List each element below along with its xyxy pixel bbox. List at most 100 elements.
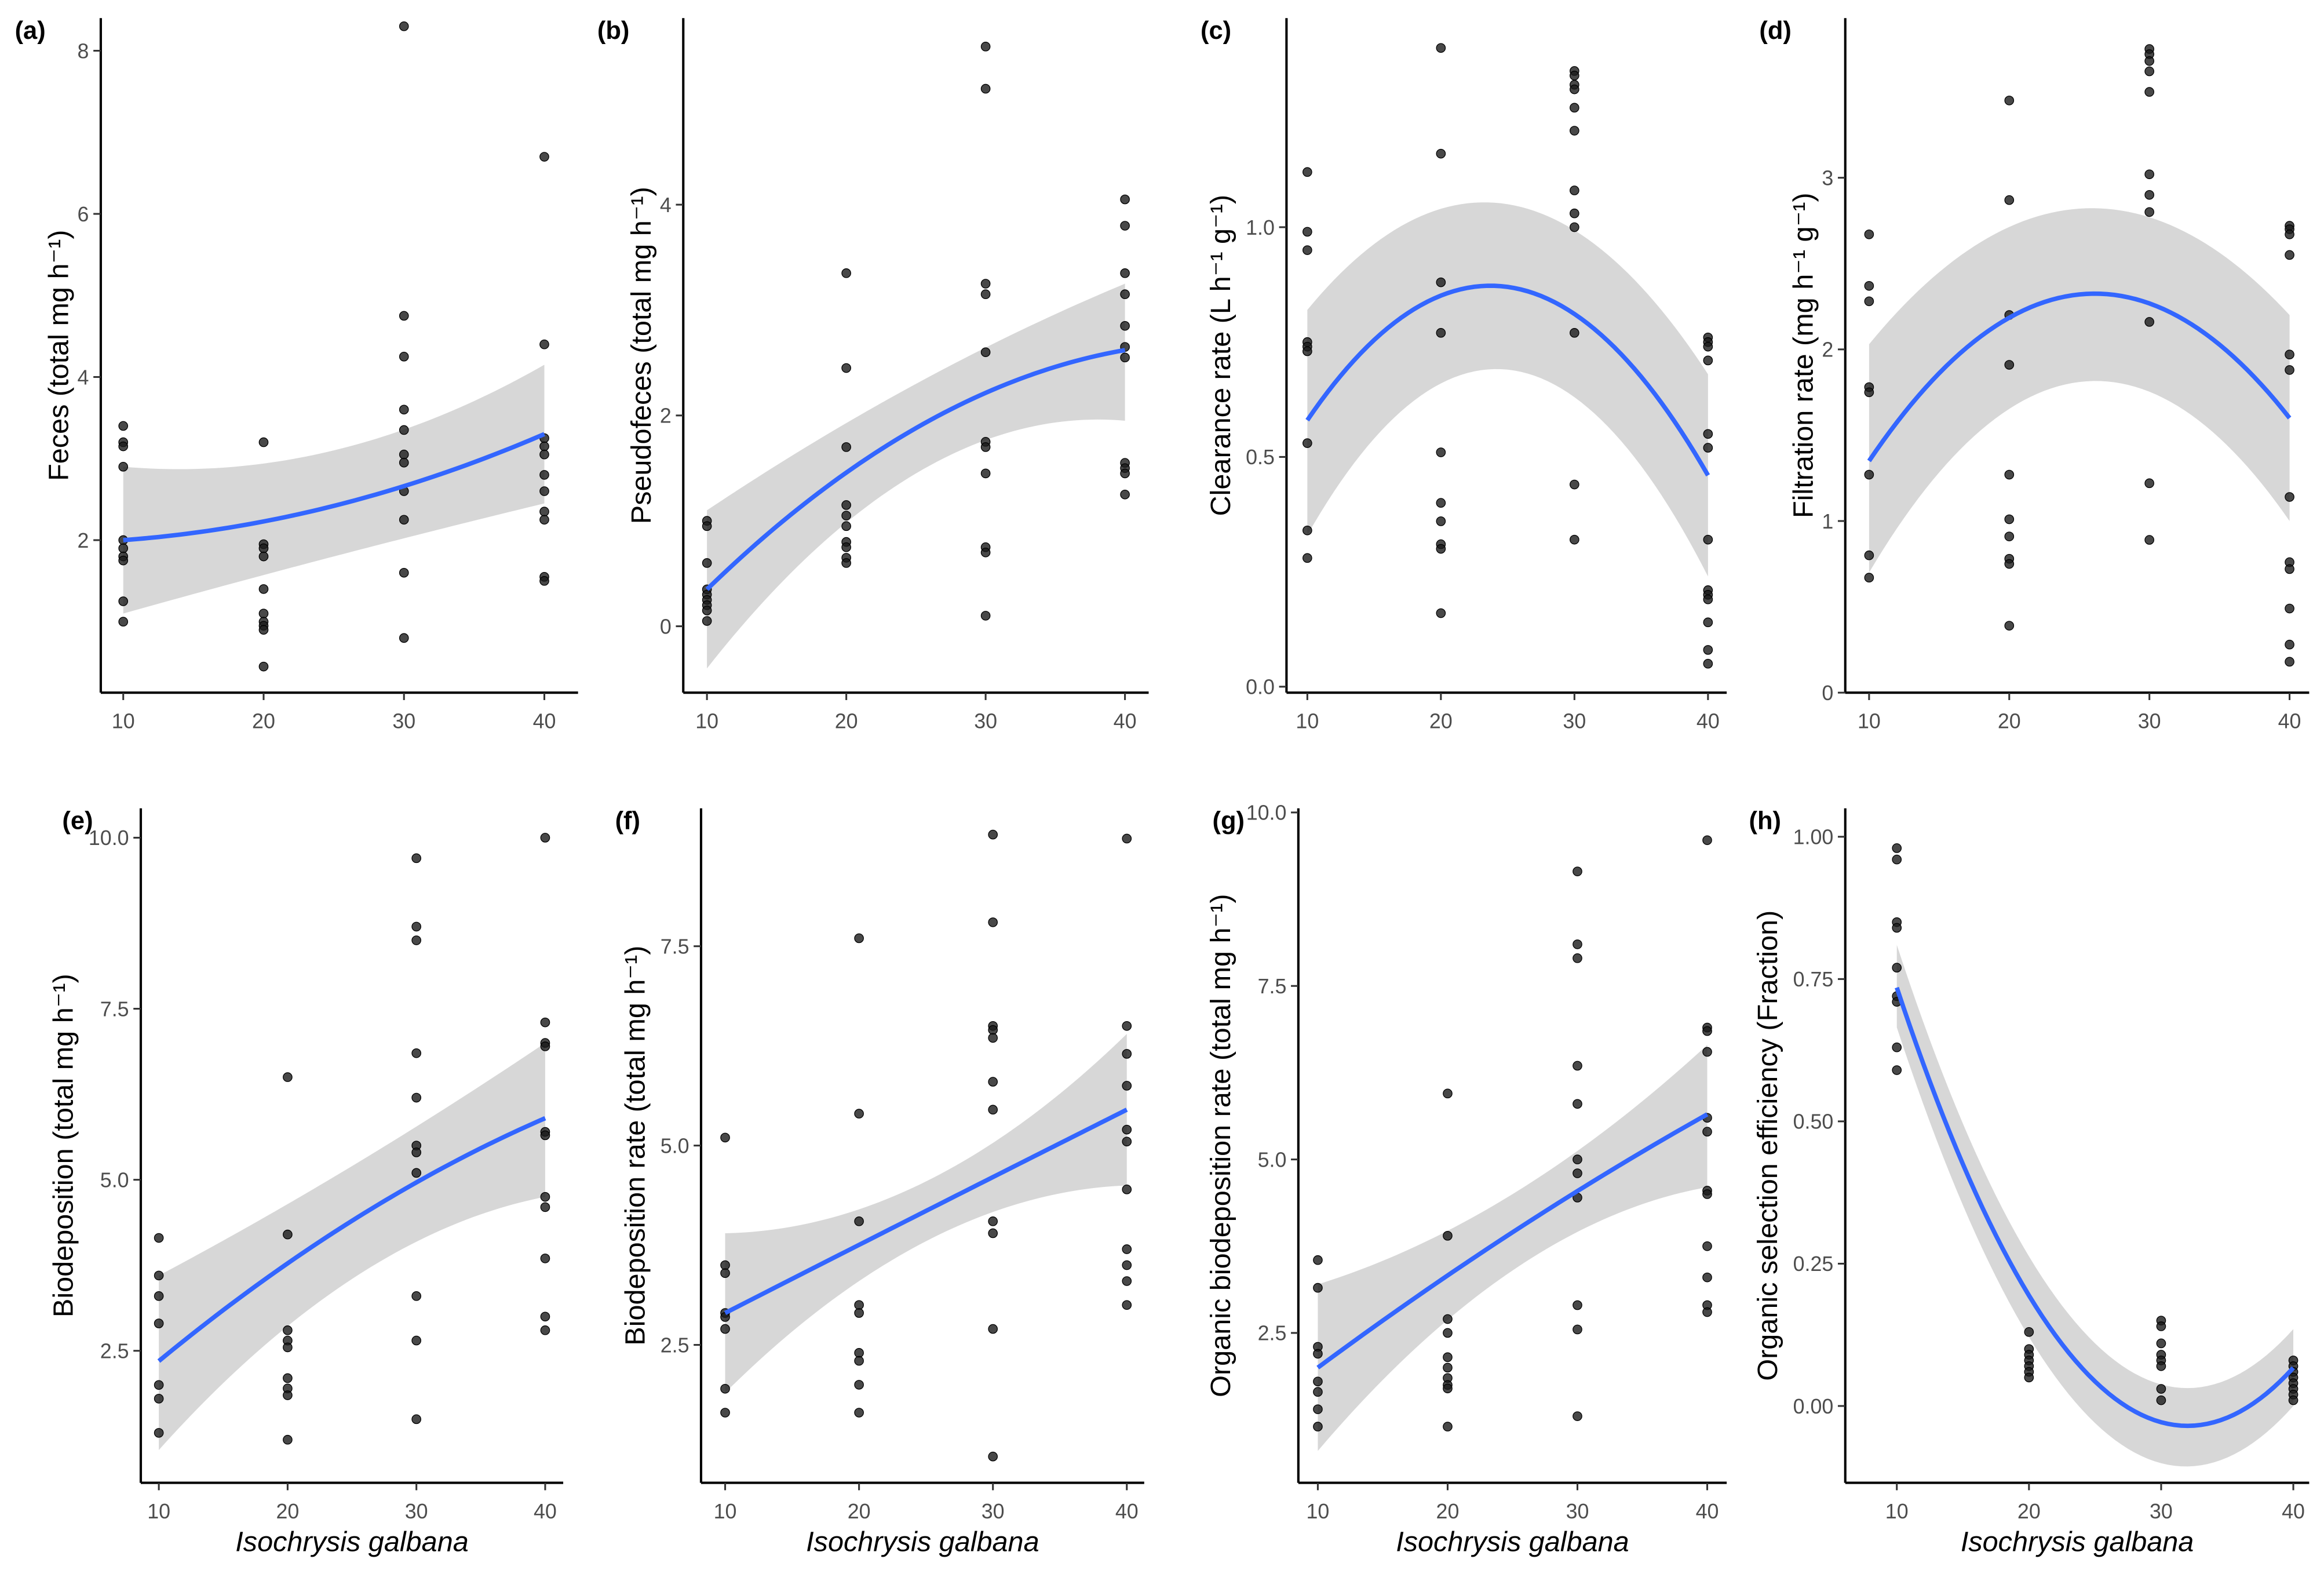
y-tick-label: 4 <box>660 194 672 217</box>
y-tick-label: 0.25 <box>1793 1252 1834 1276</box>
data-point <box>1313 1255 1323 1265</box>
confidence-ribbon <box>1869 208 2290 573</box>
x-tick-label: 30 <box>1566 1500 1589 1523</box>
x-tick-label: 10 <box>112 710 135 733</box>
panel-f: 10 20 30 40 2.5 5.0 7.5 Biodeposition rate (tot… <box>615 807 1144 1557</box>
confidence-ribbon <box>707 283 1125 669</box>
data-point <box>2144 317 2154 327</box>
confidence-ribbon <box>159 1043 545 1450</box>
data-point <box>1570 222 1579 232</box>
data-point <box>258 584 269 594</box>
data-point <box>854 1300 864 1310</box>
data-point <box>1122 1021 1132 1031</box>
data-point <box>1303 346 1312 356</box>
x-tick-label: 10 <box>714 1500 737 1523</box>
data-point <box>118 617 129 627</box>
data-point <box>1573 866 1582 876</box>
data-point <box>2144 66 2154 76</box>
x-axis-label: Isochrysis galbana <box>1961 1526 2194 1557</box>
y-tick-label: 2 <box>1822 338 1833 362</box>
data-point <box>1570 208 1579 218</box>
x-tick-label: 40 <box>533 710 556 733</box>
data-point <box>720 1132 730 1143</box>
data-point <box>1570 479 1579 490</box>
data-point <box>283 1342 293 1353</box>
data-point <box>1443 1363 1453 1373</box>
data-point <box>988 917 998 927</box>
data-point <box>399 567 409 578</box>
data-point <box>1120 268 1130 278</box>
data-point <box>841 363 851 373</box>
data-point <box>399 457 409 468</box>
data-point <box>411 1092 421 1103</box>
data-point <box>118 421 129 431</box>
data-point <box>702 558 712 568</box>
data-point <box>1702 1189 1712 1199</box>
data-point <box>854 1308 864 1318</box>
data-point <box>283 1390 293 1400</box>
x-tick-label: 40 <box>1697 710 1720 733</box>
data-point <box>1570 126 1579 136</box>
data-point <box>1573 1168 1582 1178</box>
x-tick-label: 20 <box>252 710 275 733</box>
x-tick-label: 30 <box>2138 710 2161 733</box>
panel-h: 10 20 30 40 0.00 0.25 0.50 0.75 1.00 Organic sele… <box>1749 807 2310 1557</box>
data-point <box>841 500 851 510</box>
panel-label: (f) <box>615 807 640 835</box>
panel-label: (c) <box>1201 17 1231 45</box>
y-tick-label: 0 <box>660 615 672 638</box>
data-point <box>539 507 549 517</box>
data-point <box>720 1260 730 1270</box>
data-point <box>1573 953 1582 963</box>
data-point <box>980 547 991 558</box>
data-point <box>1313 1387 1323 1397</box>
data-point <box>988 1033 998 1043</box>
data-point <box>1122 1260 1132 1270</box>
data-point <box>702 521 712 531</box>
data-point <box>1122 1136 1132 1147</box>
data-point <box>1120 489 1130 500</box>
data-point <box>154 1233 164 1243</box>
data-point <box>1122 833 1132 844</box>
x-tick-label: 20 <box>1998 710 2021 733</box>
data-point <box>1303 438 1312 448</box>
x-tick-label: 20 <box>276 1500 299 1523</box>
data-point <box>988 1324 998 1334</box>
y-tick-label: 8 <box>78 39 89 63</box>
y-tick-label: 2.5 <box>661 1334 689 1357</box>
data-point <box>411 1148 421 1157</box>
data-point <box>1570 71 1579 81</box>
data-point <box>118 555 129 566</box>
data-point <box>2285 365 2294 375</box>
data-point <box>1570 185 1579 195</box>
data-point <box>988 1451 998 1462</box>
data-point <box>1703 429 1713 439</box>
data-point <box>2144 535 2154 545</box>
data-point <box>411 935 421 945</box>
data-point <box>2156 1395 2166 1405</box>
data-point <box>2004 360 2015 370</box>
data-point <box>2004 514 2015 524</box>
data-point <box>2004 96 2015 105</box>
data-point <box>399 425 409 435</box>
data-point <box>841 542 851 552</box>
y-axis-label: Pseudofeces (total mg h⁻¹) <box>626 187 657 524</box>
x-tick-label: 30 <box>405 1500 428 1523</box>
y-tick-label: 1.0 <box>1246 216 1275 239</box>
data-point <box>1864 387 1874 398</box>
data-point <box>1313 1404 1323 1414</box>
fit-line <box>1316 1112 1709 1369</box>
data-point <box>1303 553 1312 563</box>
data-point <box>540 1192 550 1202</box>
data-point <box>980 42 991 52</box>
y-tick-label: 7.5 <box>661 935 689 958</box>
data-point <box>399 515 409 525</box>
data-point <box>2285 603 2294 614</box>
data-point <box>1443 1314 1453 1324</box>
data-point <box>1122 1185 1132 1194</box>
data-point <box>118 441 129 451</box>
data-point <box>154 1318 164 1328</box>
data-point <box>988 829 998 840</box>
data-point <box>1864 469 1874 480</box>
data-point <box>980 468 991 479</box>
